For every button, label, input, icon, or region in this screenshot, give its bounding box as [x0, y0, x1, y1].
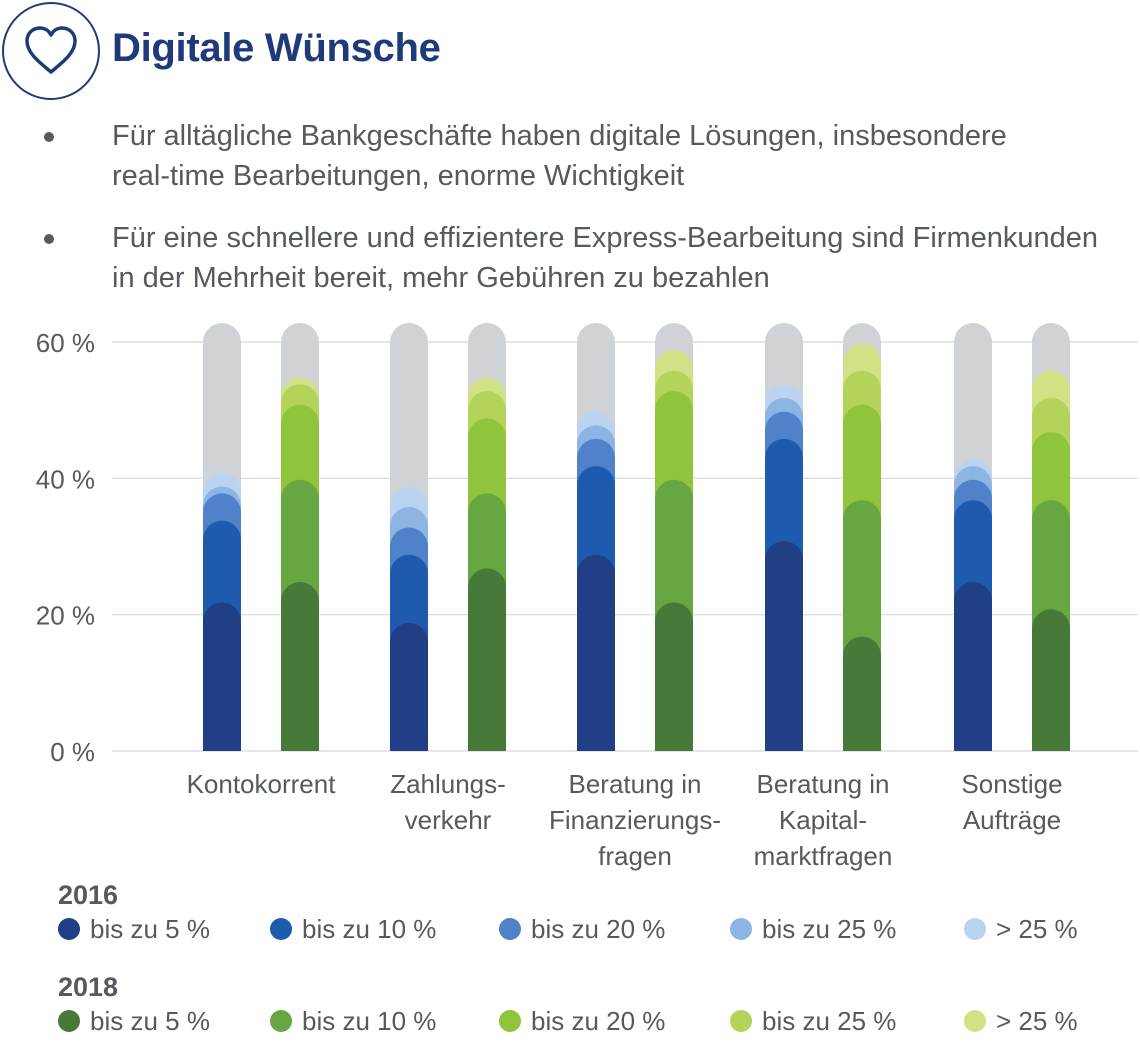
legend-item: bis zu 20 %	[499, 1006, 665, 1037]
bar-segment	[577, 554, 615, 751]
bullet-text-line: real-time Bearbeitungen, enorme Wichtigk…	[112, 160, 685, 192]
legend-row-2016: bis zu 5 % bis zu 10 % bis zu 20 % bis zu 2…	[58, 914, 1138, 954]
legend-swatch	[730, 1010, 752, 1032]
legend-label: bis zu 25 %	[762, 914, 897, 944]
x-tick-label: Beratung in	[569, 769, 702, 799]
y-tick-label: 20 %	[36, 601, 95, 631]
legend-swatch	[730, 918, 752, 940]
bar-segment	[468, 568, 506, 751]
bullet-dot	[44, 132, 54, 142]
x-tick-label: Beratung in	[757, 769, 890, 799]
bar-segment	[655, 602, 693, 751]
legend-item: bis zu 25 %	[730, 1006, 896, 1037]
bullet-text-line: Für alltägliche Bankgeschäfte haben digi…	[112, 120, 1007, 152]
legend-item: > 25 %	[964, 914, 1078, 945]
y-tick-label: 60 %	[36, 328, 95, 358]
legend-year-2016: 2016	[58, 880, 119, 910]
bar-segment	[1032, 609, 1070, 751]
legend-swatch	[270, 1010, 292, 1032]
legend-swatch	[58, 1010, 80, 1032]
x-tick-label: fragen	[598, 841, 672, 871]
legend-label: > 25 %	[996, 1006, 1078, 1036]
legend-2018: 2018 bis zu 5 % bis zu 10 % bis zu 20 % bis…	[58, 972, 1138, 1046]
legend-swatch	[964, 918, 986, 940]
x-tick-label: Aufträge	[963, 805, 1061, 835]
heart-icon	[2, 2, 100, 100]
x-tick-label: verkehr	[405, 805, 492, 835]
bar-segment	[765, 541, 803, 751]
legend-swatch	[58, 918, 80, 940]
legend-label: bis zu 10 %	[302, 1006, 437, 1036]
legend-label: bis zu 5 %	[90, 1006, 210, 1036]
heart-shape	[25, 26, 77, 74]
bullet-text-line: in der Mehrheit bereit, mehr Gebühren zu…	[112, 262, 770, 294]
legend-swatch	[270, 918, 292, 940]
legend-label: bis zu 5 %	[90, 914, 210, 944]
x-tick-label: Zahlungs-	[390, 769, 506, 799]
y-tick-label: 40 %	[36, 464, 95, 494]
bullet-text-line: Für eine schnellere und effizientere Exp…	[112, 222, 1099, 254]
legend-label: > 25 %	[996, 914, 1078, 944]
legend-2016: 2016 bis zu 5 % bis zu 10 % bis zu 20 % bis…	[58, 880, 1138, 954]
legend-label: bis zu 10 %	[302, 914, 437, 944]
legend-label: bis zu 20 %	[531, 914, 666, 944]
bar-segment	[843, 636, 881, 751]
legend-swatch	[964, 1010, 986, 1032]
bullet-item: Für alltägliche Bankgeschäfte haben digi…	[40, 116, 1130, 196]
legend-label: bis zu 25 %	[762, 1006, 897, 1036]
y-tick-label: 0 %	[50, 737, 95, 767]
bar-segment	[390, 622, 428, 751]
legend-swatch	[499, 918, 521, 940]
bar-segment	[954, 582, 992, 751]
legend-swatch	[499, 1010, 521, 1032]
header: Digitale Wünsche	[0, 0, 1140, 104]
legend-item: bis zu 25 %	[730, 914, 896, 945]
legend-item: bis zu 5 %	[58, 914, 210, 945]
bullet-item: Für eine schnellere und effizientere Exp…	[40, 218, 1130, 298]
legend-item: bis zu 20 %	[499, 914, 665, 945]
legend-item: bis zu 5 %	[58, 1006, 210, 1037]
x-tick-label: Sonstige	[961, 769, 1062, 799]
legend-label: bis zu 20 %	[531, 1006, 666, 1036]
page-title: Digitale Wünsche	[112, 26, 441, 70]
x-tick-label: Finanzierungs-	[549, 805, 721, 835]
x-tick-label: Kapital-	[779, 805, 867, 835]
bar-segment	[281, 582, 319, 751]
x-tick-label: Kontokorrent	[187, 769, 337, 799]
legend-year-2018: 2018	[58, 972, 119, 1002]
legend-item: bis zu 10 %	[270, 1006, 436, 1037]
stacked-bar-chart: 0 % 20 % 40 % 60 % Kontokorrent Zahlungs-verk…	[36, 323, 1138, 871]
bullet-list: Für alltägliche Bankgeschäfte haben digi…	[40, 116, 1130, 320]
legend-item: > 25 %	[964, 1006, 1078, 1037]
legend-row-2018: bis zu 5 % bis zu 10 % bis zu 20 % bis zu 2…	[58, 1006, 1138, 1046]
bar-segment	[203, 602, 241, 751]
x-tick-label: marktfragen	[754, 841, 893, 871]
bullet-dot	[44, 234, 54, 244]
legend-item: bis zu 10 %	[270, 914, 436, 945]
